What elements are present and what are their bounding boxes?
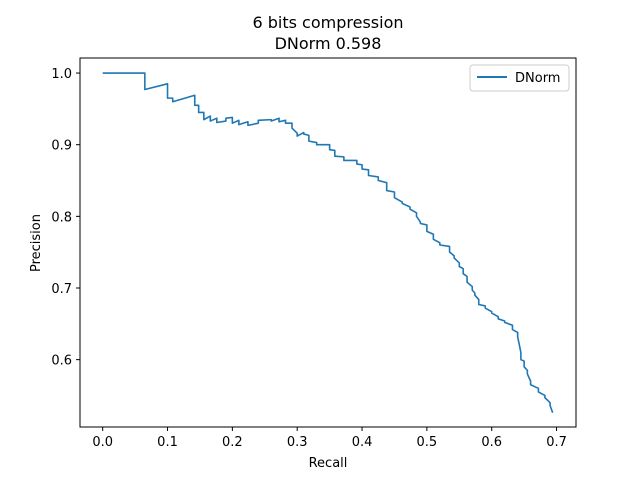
y-axis-label: Precision bbox=[29, 214, 44, 272]
x-tick-label: 0.7 bbox=[546, 435, 567, 450]
y-tick-label: 0.8 bbox=[51, 210, 72, 225]
legend-label-dnorm: DNorm bbox=[515, 71, 560, 86]
series-line-dnorm bbox=[102, 72, 554, 413]
y-tick-label: 1.0 bbox=[51, 67, 72, 82]
x-tick-label: 0.2 bbox=[222, 435, 243, 450]
plot-area bbox=[79, 57, 577, 428]
chart-subtitle: DNorm 0.598 bbox=[275, 34, 382, 53]
x-tick-label: 0.6 bbox=[481, 435, 502, 450]
y-axis-ticks: 0.6 0.7 0.8 0.9 1.0 bbox=[51, 67, 80, 369]
chart-title: 6 bits compression bbox=[252, 13, 403, 32]
x-axis-ticks: 0.0 0.1 0.2 0.3 0.4 0.5 0.6 0.7 bbox=[92, 427, 567, 450]
x-tick-label: 0.1 bbox=[157, 435, 178, 450]
x-tick-label: 0.0 bbox=[92, 435, 113, 450]
y-tick-label: 0.7 bbox=[51, 282, 72, 297]
legend-box bbox=[469, 64, 570, 92]
x-tick-label: 0.5 bbox=[417, 435, 438, 450]
plot-frame bbox=[79, 57, 577, 428]
plot-background bbox=[80, 58, 576, 427]
x-tick-label: 0.3 bbox=[287, 435, 308, 450]
x-axis-label: Recall bbox=[309, 456, 348, 471]
legend: DNorm bbox=[469, 64, 570, 92]
x-tick-label: 0.4 bbox=[352, 435, 373, 450]
y-tick-label: 0.6 bbox=[51, 354, 72, 369]
series-layer bbox=[102, 72, 554, 413]
y-tick-label: 0.9 bbox=[51, 139, 72, 154]
